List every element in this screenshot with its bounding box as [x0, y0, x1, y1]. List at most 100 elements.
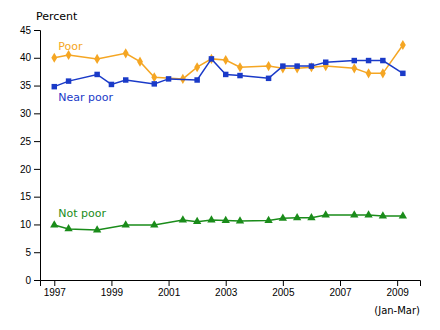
- series-marker: [352, 58, 357, 63]
- plot: 1997199920012003200520072009051015202530…: [20, 25, 421, 316]
- series-marker: [280, 63, 285, 68]
- x-tick: 2001: [158, 280, 181, 298]
- series-line: [54, 59, 403, 87]
- x-axis-line: [41, 281, 421, 287]
- y-tick: 0: [25, 275, 40, 286]
- series-marker: [123, 48, 129, 58]
- y-tick: 35: [20, 80, 40, 91]
- series-marker: [193, 217, 201, 224]
- y-tick: 45: [20, 25, 40, 36]
- y-axis: 0 5 10 15 20 25 30 35 40 45: [20, 25, 41, 286]
- series-marker: [209, 56, 214, 61]
- series-marker: [166, 76, 171, 81]
- series-marker: [64, 224, 72, 231]
- series-marker: [109, 82, 114, 87]
- y-tick-label: 0: [25, 275, 31, 286]
- y-tick-label: 10: [20, 219, 32, 230]
- x-tick-mark: [397, 280, 398, 286]
- series-group: [50, 40, 407, 233]
- series-marker: [194, 62, 200, 72]
- series-marker: [323, 59, 328, 64]
- x-tick-mark: [226, 280, 227, 286]
- series-marker: [51, 53, 57, 63]
- series-marker: [380, 58, 385, 63]
- series-marker: [380, 68, 386, 78]
- series-marker: [266, 76, 271, 81]
- x-tick-mark: [54, 280, 55, 286]
- series-marker: [152, 81, 157, 86]
- y-tick-label: 30: [20, 108, 32, 119]
- series-marker: [223, 55, 229, 65]
- x-tick-mark: [111, 280, 112, 286]
- x-tick-label: 2007: [329, 287, 352, 298]
- series-marker: [237, 73, 242, 78]
- series-label: Poor: [58, 40, 83, 53]
- y-tick: 40: [20, 52, 40, 63]
- x-axis: 1997199920012003200520072009: [41, 280, 421, 298]
- series-marker: [279, 214, 287, 221]
- y-tick-mark: [34, 86, 40, 87]
- y-tick-label: 25: [20, 136, 32, 147]
- y-tick-label: 20: [20, 164, 32, 175]
- series-marker: [222, 216, 230, 223]
- series-marker: [400, 71, 405, 76]
- series-label: Near poor: [58, 91, 113, 104]
- x-tick: 1997: [44, 280, 67, 298]
- y-tick: 25: [20, 136, 40, 147]
- series-marker: [294, 63, 299, 68]
- series-marker: [379, 211, 387, 218]
- y-tick-label: 5: [25, 247, 31, 258]
- y-tick-label: 45: [20, 25, 32, 36]
- series-marker: [266, 61, 272, 71]
- series-marker: [137, 57, 143, 67]
- series-marker: [150, 220, 158, 227]
- y-tick-label: 40: [20, 52, 32, 63]
- series-marker: [366, 68, 372, 78]
- x-tick: 1999: [101, 280, 124, 298]
- series-marker: [280, 63, 286, 73]
- series-marker: [52, 84, 57, 89]
- series-marker: [400, 40, 406, 50]
- x-tick-label: 1997: [44, 287, 67, 298]
- series-marker: [223, 72, 228, 77]
- y-tick-mark: [34, 252, 40, 253]
- series-marker: [350, 210, 358, 217]
- y-tick-mark: [34, 113, 40, 114]
- y-tick-mark: [34, 224, 40, 225]
- x-tick-label: 1999: [101, 287, 124, 298]
- x-tick: 2009: [387, 280, 410, 298]
- series-marker: [351, 63, 357, 73]
- series-marker: [66, 78, 71, 83]
- series-marker: [309, 63, 314, 68]
- series-label: Not poor: [58, 207, 106, 220]
- series-marker: [399, 211, 407, 218]
- series-marker: [93, 225, 101, 232]
- chart: 1997199920012003200520072009051015202530…: [0, 0, 440, 330]
- series-marker: [50, 220, 58, 227]
- y-tick-mark: [34, 58, 40, 59]
- series-marker: [364, 210, 372, 217]
- series-marker: [366, 58, 371, 63]
- y-tick-mark: [34, 169, 40, 170]
- series-marker: [194, 77, 199, 82]
- series-marker: [207, 215, 215, 222]
- y-tick: 15: [20, 191, 40, 202]
- series-marker: [307, 213, 315, 220]
- y-tick: 5: [25, 247, 40, 258]
- series-marker: [179, 215, 187, 222]
- y-tick-mark: [34, 197, 40, 198]
- y-label: Percent: [36, 10, 78, 23]
- series-marker: [94, 72, 99, 77]
- y-tick-mark: [34, 141, 40, 142]
- annotation: (Jan-Mar): [374, 305, 420, 316]
- y-tick-label: 35: [20, 80, 32, 91]
- series-marker: [236, 216, 244, 223]
- y-tick-mark: [34, 30, 40, 31]
- x-tick-mark: [283, 280, 284, 286]
- y-axis-line: [34, 31, 41, 281]
- x-tick-label: 2005: [272, 287, 295, 298]
- x-tick: 2007: [329, 280, 352, 298]
- y-tick: 20: [20, 164, 40, 175]
- series-marker: [94, 54, 100, 64]
- series-marker: [122, 220, 130, 227]
